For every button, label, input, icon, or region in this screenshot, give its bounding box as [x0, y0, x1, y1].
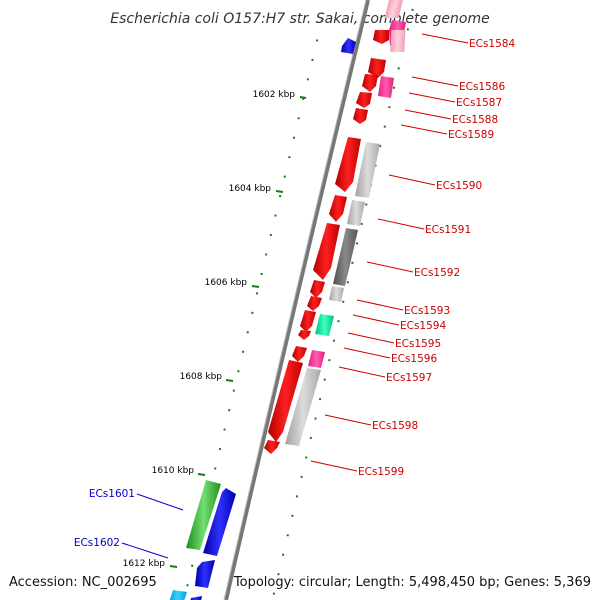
leader-line: [338, 366, 386, 378]
gene-arrow[interactable]: [356, 92, 372, 108]
gene-arrow[interactable]: [353, 108, 368, 124]
gene-block[interactable]: [390, 30, 406, 52]
leader-line: [121, 542, 169, 559]
kbp-tick: [225, 379, 234, 382]
gene-arrow[interactable]: [341, 38, 356, 54]
genome-backbone: [224, 0, 370, 600]
kbp-tick: [299, 96, 307, 99]
leader-line: [404, 109, 452, 120]
gene-arrow[interactable]: [203, 488, 236, 556]
gene-block[interactable]: [308, 350, 325, 368]
gene-label[interactable]: ECs1598: [372, 420, 418, 432]
gene-block[interactable]: [169, 590, 187, 600]
gene-arrow[interactable]: [313, 223, 340, 280]
gene-arrow[interactable]: [335, 137, 361, 192]
gene-label[interactable]: ECs1592: [414, 267, 460, 279]
leader-line: [347, 332, 395, 344]
gene-label[interactable]: ECs1596: [391, 353, 437, 365]
kbp-labels: 1602 kbp 1604 kbp 1606 kbp 1608 kbp 1610…: [123, 90, 296, 569]
leader-line: [400, 124, 448, 135]
gene-arrow[interactable]: [298, 330, 311, 340]
kbp-label: 1608 kbp: [180, 372, 223, 382]
gene-arrow[interactable]: [268, 360, 303, 442]
leader-line: [136, 493, 184, 511]
kbp-tick: [197, 473, 206, 476]
gene-arrow[interactable]: [264, 440, 280, 454]
gene-label-leaders-left: [121, 493, 184, 559]
leader-line: [324, 414, 372, 426]
gene-label[interactable]: ECs1593: [404, 305, 450, 317]
leader-line: [356, 299, 404, 311]
gene-label[interactable]: ECs1601: [89, 488, 135, 500]
kbp-label: 1606 kbp: [205, 278, 248, 288]
gene-block[interactable]: [355, 142, 380, 198]
leader-line: [352, 314, 400, 326]
gene-label[interactable]: ECs1586: [459, 81, 505, 93]
gene-block[interactable]: [384, 0, 404, 18]
gene-block[interactable]: [285, 368, 321, 446]
kbp-tick: [275, 190, 284, 193]
gene-label[interactable]: ECs1588: [452, 114, 498, 126]
gene-block[interactable]: [315, 314, 334, 336]
kbp-label: 1604 kbp: [229, 184, 272, 194]
accession-text: Accession: NC_002695: [9, 575, 157, 590]
map-title: Escherichia coli O157:H7 str. Sakai, com…: [110, 11, 489, 27]
gene-arrow[interactable]: [300, 310, 316, 332]
leader-line: [421, 33, 469, 44]
gene-features-forward: [264, 30, 389, 454]
genome-summary-text: Topology: circular; Length: 5,498,450 bp…: [233, 575, 591, 590]
gene-arrow[interactable]: [373, 30, 389, 44]
gene-arrow[interactable]: [189, 596, 202, 600]
gene-features-outer: [285, 0, 406, 446]
gene-label[interactable]: ECs1597: [386, 372, 432, 384]
gene-arrow[interactable]: [310, 280, 325, 298]
gene-block[interactable]: [329, 286, 344, 302]
gene-label[interactable]: ECs1584: [469, 38, 515, 50]
gene-label[interactable]: ECs1602: [74, 537, 120, 549]
leader-line: [310, 460, 358, 472]
gene-arrow[interactable]: [362, 74, 378, 92]
gene-labels-right: ECs1584 ECs1586 ECs1587 ECs1588 ECs1589 …: [358, 38, 515, 478]
gene-label[interactable]: ECs1595: [395, 338, 441, 350]
kbp-ticks: [169, 96, 307, 568]
leader-line: [408, 92, 456, 103]
gene-label[interactable]: ECs1589: [448, 129, 494, 141]
leader-line: [388, 174, 436, 186]
gene-block[interactable]: [378, 76, 394, 98]
gene-labels-left: ECs1601 ECs1602: [74, 488, 135, 549]
kbp-label: 1610 kbp: [152, 466, 195, 476]
kbp-label: 1602 kbp: [253, 90, 296, 100]
kbp-label: 1612 kbp: [123, 559, 166, 569]
genome-backbone-highlight: [223, 0, 367, 600]
gene-arrow[interactable]: [292, 346, 307, 362]
kbp-tick: [169, 565, 178, 568]
gene-label-leaders-right: [310, 33, 469, 472]
gene-label[interactable]: ECs1599: [358, 466, 404, 478]
gene-arrow[interactable]: [329, 195, 347, 222]
leader-line: [377, 218, 425, 230]
kbp-tick: [251, 285, 260, 288]
gene-arrow[interactable]: [368, 58, 386, 78]
gene-block[interactable]: [186, 480, 221, 550]
leader-line: [366, 261, 414, 273]
gene-block[interactable]: [347, 200, 365, 226]
gene-features-reverse: [169, 38, 356, 600]
gene-block[interactable]: [333, 228, 358, 286]
gene-label[interactable]: ECs1594: [400, 320, 446, 332]
gene-label[interactable]: ECs1587: [456, 97, 502, 109]
leader-line: [411, 76, 459, 87]
gene-arrow[interactable]: [195, 560, 215, 588]
gene-arrow[interactable]: [307, 296, 322, 311]
gene-label[interactable]: ECs1591: [425, 224, 471, 236]
leader-line: [343, 347, 391, 359]
gene-label[interactable]: ECs1590: [436, 180, 482, 192]
